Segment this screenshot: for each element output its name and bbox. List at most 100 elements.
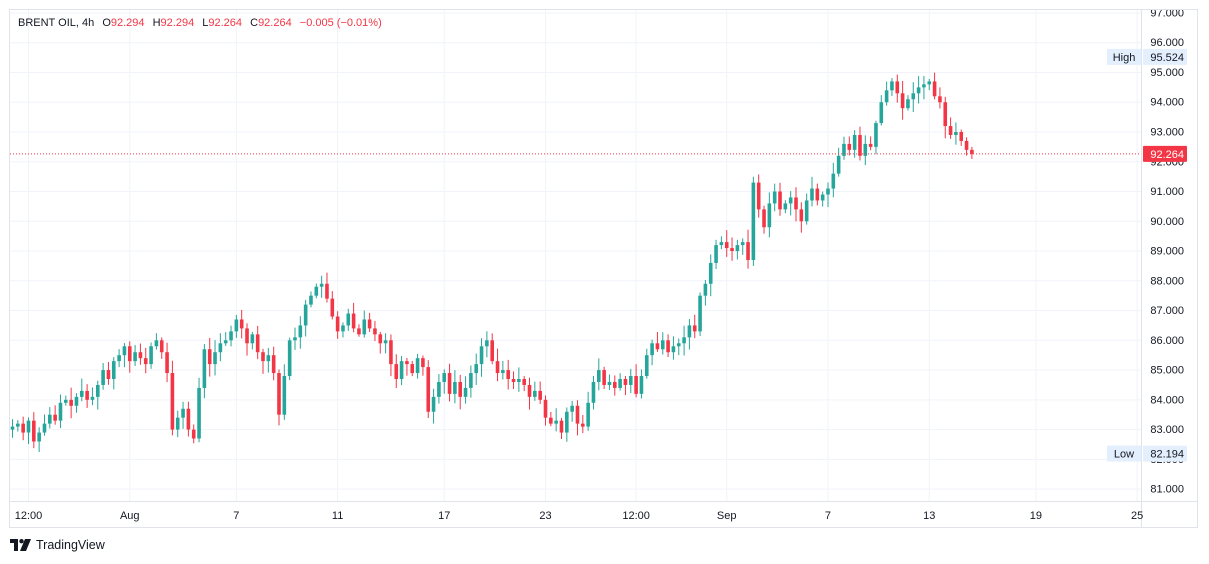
candle-body — [687, 325, 692, 338]
candle-body — [325, 283, 329, 299]
candle-body — [628, 376, 633, 385]
candle-body — [21, 423, 25, 433]
candle — [442, 369, 447, 394]
price-tick-label: 81.000 — [1150, 484, 1184, 496]
candle-body — [37, 432, 41, 442]
candle-body — [671, 346, 676, 353]
symbol-legend[interactable]: BRENT OIL, 4h O92.294 H92.294 L92.264 C9… — [18, 17, 382, 29]
candle-body — [207, 349, 212, 365]
candle — [954, 122, 958, 145]
candle — [463, 376, 468, 404]
chart-frame[interactable]: 97.000 96.000 95.000 94.000 93.000 92.000 91.0… — [9, 9, 1198, 528]
candle — [895, 74, 900, 103]
candle-body — [565, 411, 569, 433]
candle-body — [554, 420, 558, 424]
candle — [783, 200, 788, 214]
time-axis[interactable]: 12:00 Aug 7 11 17 23 12:00 Sep 7 13 19 25 — [15, 510, 1144, 522]
candle-body — [95, 384, 100, 397]
candle — [69, 387, 73, 419]
candle-body — [938, 96, 942, 103]
candle — [916, 76, 921, 104]
candle-body — [751, 182, 756, 260]
candle — [644, 348, 649, 379]
price-tick-label: 94.000 — [1150, 97, 1184, 109]
candle-body — [426, 367, 431, 412]
candle — [298, 316, 303, 349]
candle-body — [719, 242, 724, 246]
candle-body — [319, 283, 324, 287]
candle — [319, 275, 324, 298]
candle — [138, 343, 143, 365]
time-tick-label: Sep — [717, 510, 737, 522]
time-tick-label: 17 — [438, 510, 450, 522]
candle-body — [676, 343, 681, 347]
candle — [831, 162, 836, 198]
candle-body — [815, 188, 820, 201]
candle — [970, 146, 974, 159]
candle-body — [16, 423, 20, 427]
high-badge-label-box — [1107, 48, 1141, 65]
candle — [938, 87, 942, 109]
candle-body — [863, 143, 868, 156]
candle-body — [309, 295, 313, 305]
candle — [474, 353, 479, 385]
candle — [884, 81, 889, 106]
candle-body — [213, 352, 217, 365]
candle-body — [10, 426, 15, 430]
interval: 4h — [82, 17, 95, 29]
time-tick-label: 11 — [332, 510, 343, 522]
candle-body — [767, 203, 772, 228]
candle — [607, 374, 612, 390]
candle — [767, 192, 772, 238]
candle-body — [639, 376, 644, 394]
candle-body — [698, 295, 702, 332]
time-tick-label: 19 — [1030, 510, 1042, 522]
candle-body — [463, 387, 468, 397]
time-tick-label: 12:00 — [622, 510, 650, 522]
candle-body — [799, 209, 804, 222]
candle — [74, 393, 79, 413]
candle-body — [836, 155, 841, 174]
candle-body — [916, 87, 921, 94]
candle-body — [634, 376, 638, 394]
candle-body — [730, 248, 734, 252]
candle — [906, 95, 910, 111]
candle-body — [149, 346, 153, 365]
candle-body — [48, 414, 52, 424]
candle — [362, 310, 367, 338]
low-badge-label: Low — [1114, 449, 1134, 461]
candle — [287, 337, 292, 381]
candlestick-chart[interactable]: 97.00096.00095.00094.00093.00092.00091.0… — [10, 10, 1197, 527]
candle — [570, 400, 574, 422]
candle — [820, 191, 825, 207]
candle — [373, 321, 377, 342]
tradingview-brand[interactable]: TradingView — [10, 538, 105, 552]
candle-body — [581, 423, 585, 427]
candle — [469, 365, 473, 398]
candle — [85, 384, 89, 408]
candle-body — [810, 188, 814, 201]
candle-body — [906, 99, 910, 109]
candle-body — [485, 340, 489, 347]
candle — [271, 346, 276, 381]
candle-body — [415, 358, 420, 374]
candle-body — [959, 132, 964, 141]
candle — [852, 130, 857, 158]
candle — [181, 401, 185, 429]
candle — [330, 291, 335, 320]
candle-body — [250, 334, 255, 344]
candle — [676, 338, 681, 356]
candle — [788, 191, 793, 216]
candle-body — [271, 355, 276, 374]
candle — [42, 414, 47, 436]
candle-body — [911, 93, 916, 100]
candle-body — [181, 408, 185, 418]
high-badge-label: High — [1113, 52, 1136, 64]
candle-body — [756, 182, 761, 210]
close-label: C — [250, 17, 259, 29]
price-axis[interactable]: 97.00096.00095.00094.00093.00092.00091.0… — [1150, 10, 1184, 496]
candle — [10, 419, 15, 438]
candle — [175, 410, 180, 438]
candle-body — [202, 349, 207, 388]
candle — [117, 349, 121, 368]
